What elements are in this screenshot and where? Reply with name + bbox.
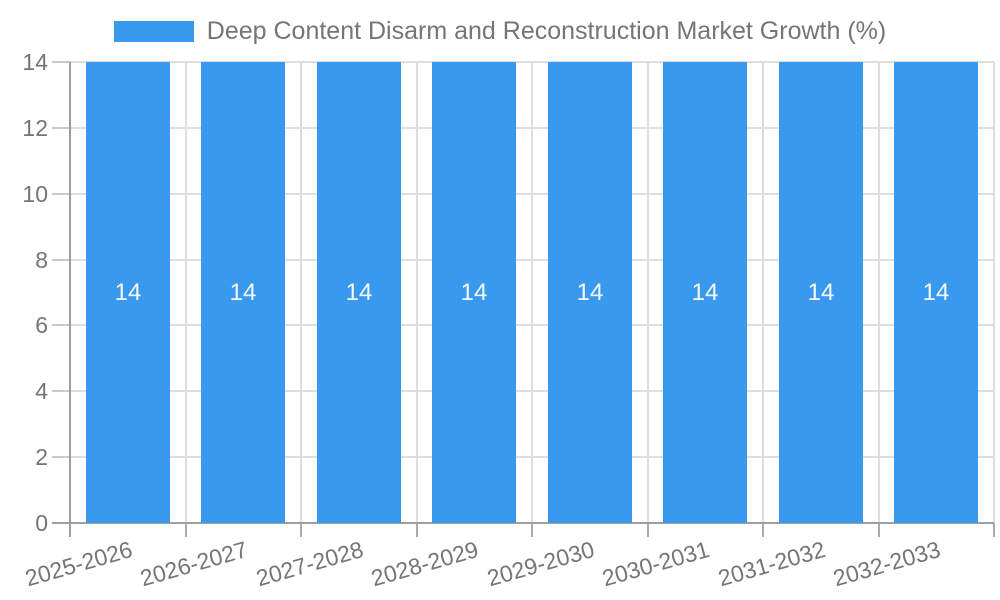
x-tick xyxy=(647,523,649,537)
x-tick-label: 2027-2028 xyxy=(253,536,367,592)
x-tick xyxy=(762,523,764,537)
x-tick xyxy=(531,523,533,537)
y-tick-label: 6 xyxy=(35,312,48,338)
y-tick xyxy=(52,324,70,326)
bar[interactable]: 14 xyxy=(86,62,170,523)
bar[interactable]: 14 xyxy=(779,62,863,523)
x-tick xyxy=(300,523,302,537)
x-gridline xyxy=(993,62,995,523)
bar-value-label: 14 xyxy=(576,278,604,306)
bar[interactable]: 14 xyxy=(317,62,401,523)
bar-value-label: 14 xyxy=(922,278,950,306)
x-gridline xyxy=(300,62,302,523)
y-tick xyxy=(52,127,70,129)
y-tick-label: 4 xyxy=(35,378,48,404)
bar[interactable]: 14 xyxy=(201,62,285,523)
bar[interactable]: 14 xyxy=(548,62,632,523)
x-axis-line xyxy=(70,522,994,524)
bar[interactable]: 14 xyxy=(894,62,978,523)
legend-swatch xyxy=(113,20,194,42)
bar-value-label: 14 xyxy=(691,278,719,306)
x-gridline xyxy=(531,62,533,523)
x-tick xyxy=(878,523,880,537)
y-tick xyxy=(52,522,70,524)
y-axis-line xyxy=(69,62,71,537)
x-gridline xyxy=(647,62,649,523)
x-tick xyxy=(993,523,995,537)
x-tick-label: 2031-2032 xyxy=(715,536,829,592)
bar-value-label: 14 xyxy=(807,278,835,306)
bar-value-label: 14 xyxy=(114,278,142,306)
x-tick-label: 2025-2026 xyxy=(22,536,136,592)
x-gridline xyxy=(878,62,880,523)
y-tick xyxy=(52,390,70,392)
bar[interactable]: 14 xyxy=(432,62,516,523)
y-tick-label: 0 xyxy=(35,510,48,536)
bar[interactable]: 14 xyxy=(663,62,747,523)
bar-value-label: 14 xyxy=(229,278,257,306)
x-gridline xyxy=(416,62,418,523)
chart-legend[interactable]: Deep Content Disarm and Reconstruction M… xyxy=(0,17,1000,45)
bar-value-label: 14 xyxy=(460,278,488,306)
x-gridline xyxy=(762,62,764,523)
x-gridline xyxy=(185,62,187,523)
x-tick-label: 2030-2031 xyxy=(599,536,713,592)
x-tick-label: 2028-2029 xyxy=(368,536,482,592)
y-tick xyxy=(52,259,70,261)
y-tick-label: 10 xyxy=(22,181,48,207)
x-tick-label: 2032-2033 xyxy=(830,536,944,592)
y-tick xyxy=(52,193,70,195)
y-tick-label: 14 xyxy=(22,49,48,75)
y-tick-label: 8 xyxy=(35,247,48,273)
y-tick-label: 12 xyxy=(22,115,48,141)
x-tick xyxy=(416,523,418,537)
legend-label: Deep Content Disarm and Reconstruction M… xyxy=(206,17,887,45)
y-tick-label: 2 xyxy=(35,444,48,470)
x-tick-label: 2029-2030 xyxy=(484,536,598,592)
x-tick-label: 2026-2027 xyxy=(137,536,251,592)
y-tick xyxy=(52,61,70,63)
x-tick xyxy=(185,523,187,537)
y-tick xyxy=(52,456,70,458)
bar-value-label: 14 xyxy=(345,278,373,306)
